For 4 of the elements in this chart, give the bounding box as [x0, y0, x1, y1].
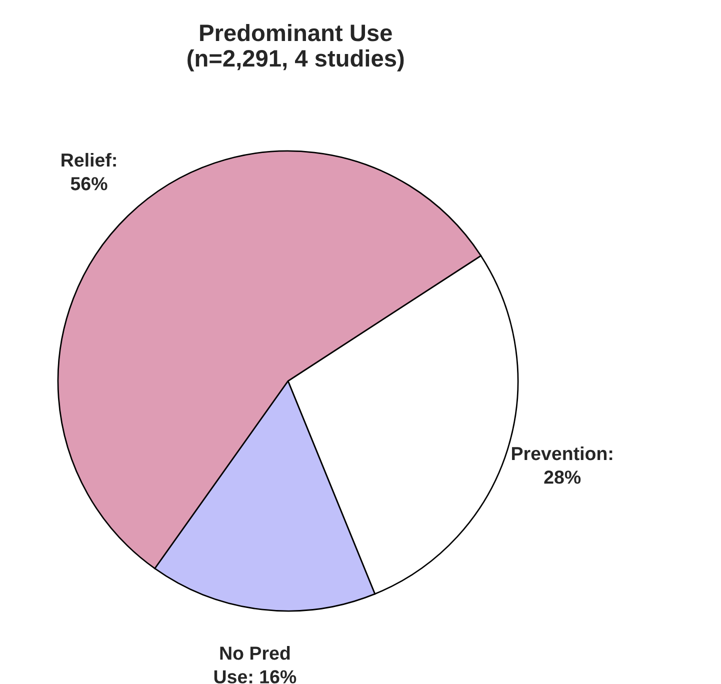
data-label: Relief: 56% [62, 152, 116, 190]
data-label: No Pred Use: 16% [214, 646, 296, 684]
chart-title: Predominant Use (n=2,291, 4 studies) [188, 24, 404, 72]
data-label: Prevention: 28% [512, 446, 612, 484]
